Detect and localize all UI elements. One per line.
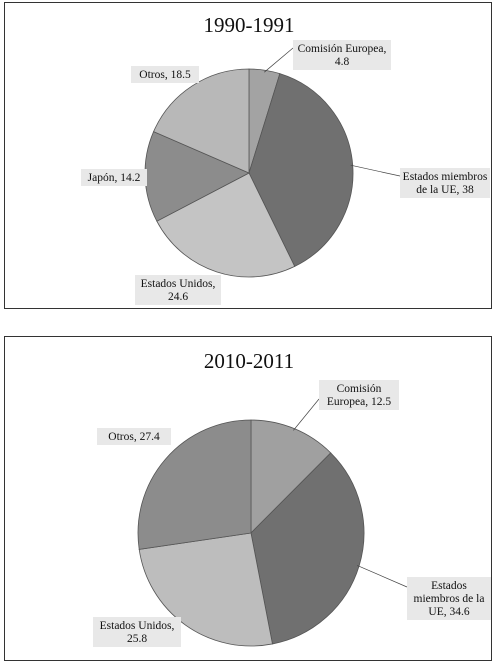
slice-label: Japón, 14.2	[88, 172, 141, 184]
pie-chart-2010-2011: 2010-2011 Comisión Europea, 12.5 Estados mie…	[4, 336, 492, 661]
pie-slice-estados-unidos-25-8	[138, 532, 273, 647]
slice-label: 24.6	[168, 291, 188, 303]
label-box	[135, 275, 221, 305]
chart-title: 1990-1991	[204, 13, 295, 37]
slice-label: de la UE, 38	[416, 184, 474, 196]
slice-label: Comisión	[337, 383, 382, 395]
slice-label: Otros, 27.4	[108, 431, 160, 443]
label-box	[407, 577, 491, 620]
slice-label: Estados	[431, 580, 467, 592]
pie-slice-estados-unidos-24-6	[156, 172, 296, 278]
slice-label: Estados Unidos,	[100, 620, 175, 632]
label-box	[400, 168, 490, 198]
label-box	[81, 169, 147, 186]
slice-label: Estados Unidos,	[141, 278, 216, 290]
slice-label: 25.8	[127, 633, 147, 645]
pie-slice-otros-27-4	[137, 419, 252, 550]
label-box	[131, 66, 199, 83]
slice-label: Estados miembros	[403, 171, 488, 183]
label-box	[293, 40, 391, 70]
label-box	[97, 428, 171, 445]
slice-label: Otros, 18.5	[139, 69, 191, 81]
pie-slice-otros-18-5	[153, 68, 250, 174]
pie-slice-comision-europea-12-5	[250, 419, 332, 534]
leader-line	[357, 565, 408, 588]
slice-label: miembros de la	[414, 593, 485, 605]
leader-line	[293, 398, 320, 431]
slice-label: Europea, 12.5	[327, 396, 391, 408]
pie-chart-1990-1991: 1990-1991 Comisión Europea, 4.8 Estados mie…	[4, 2, 492, 309]
slice-label: Comisión Europea,	[298, 43, 387, 55]
label-box	[319, 380, 399, 410]
label-box	[93, 617, 181, 647]
slice-label: UE, 34.6	[428, 606, 469, 618]
leader-line	[264, 47, 294, 73]
chart-title: 2010-2011	[204, 349, 294, 373]
pie-slice-estados-miembros-de-la-ue-38	[248, 73, 354, 267]
slice-label: 4.8	[335, 56, 350, 68]
leader-line	[350, 164, 401, 177]
